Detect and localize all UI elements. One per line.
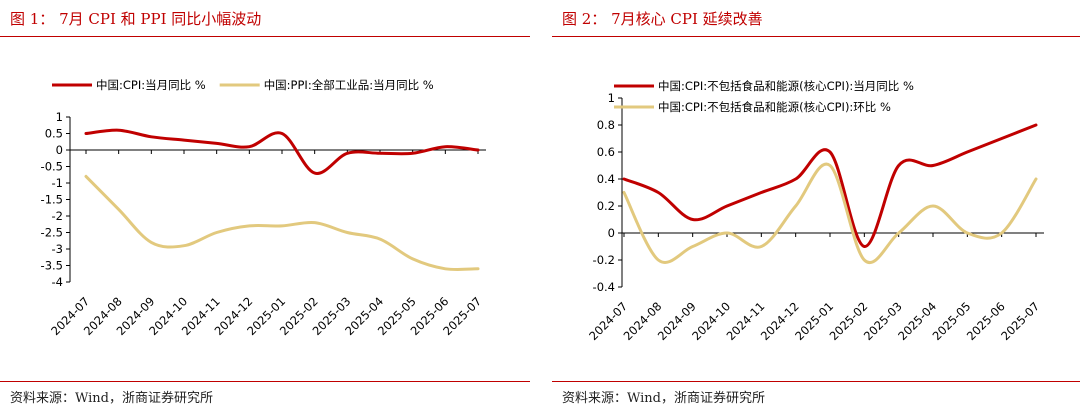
series-line-2 xyxy=(84,174,480,272)
legend-label-1: 中国:CPI:当月同比 % xyxy=(96,78,206,92)
figure-1-title: 图 1： 7月 CPI 和 PPI 同比小幅波动 xyxy=(10,10,262,28)
x-tick-label: 2025-07 xyxy=(998,299,1042,343)
y-tick-label: -4 xyxy=(52,275,63,289)
series-line-1 xyxy=(622,123,1038,248)
figure-2-chart: 10.80.60.40.20-0.2-0.42024-072024-082024… xyxy=(586,79,1044,343)
figure-2-top-rule xyxy=(552,36,1080,37)
figure-1-chart: 10.50-0.5-1-1.5-2-2.5-3-3.5-42024-072024… xyxy=(41,78,486,338)
y-tick-label: -2.5 xyxy=(41,226,63,240)
series-line-2 xyxy=(622,162,1038,264)
figure-1-top-rule xyxy=(0,36,530,37)
y-tick-label: 1 xyxy=(608,91,615,105)
y-tick-label: 0.5 xyxy=(45,127,63,141)
y-tick-label: 0.8 xyxy=(597,118,615,132)
figure-1-panel: 图 1： 7月 CPI 和 PPI 同比小幅波动 1 0.5 0 -0.5 -1 -1.5… xyxy=(0,0,530,417)
y-tick-label: -1.5 xyxy=(41,193,63,207)
y-tick-label: 0 xyxy=(608,226,615,240)
y-tick-label: -0.2 xyxy=(593,253,615,267)
y-tick-label: -2 xyxy=(52,209,63,223)
y-tick-label: 0.6 xyxy=(597,145,615,159)
figure-2-panel: 图 2： 7月核心 CPI 延续改善 1 0.8 0.6 0.4 0.2 0 -0.2 -0.… xyxy=(552,0,1080,417)
figure-2-title: 图 2： 7月核心 CPI 延续改善 xyxy=(562,10,763,28)
y-tick-label: 0.2 xyxy=(597,199,615,213)
y-tick-label: 0.4 xyxy=(597,172,615,186)
series-line-1 xyxy=(84,128,480,175)
legend-label-2: 中国:PPI:全部工业品:当月同比 % xyxy=(264,78,434,92)
y-tick-label: -0.5 xyxy=(41,160,63,174)
y-tick-label: 1 xyxy=(56,110,63,124)
figure-1-source: 资料来源：Wind，浙商证券研究所 xyxy=(10,391,213,406)
y-tick-label: -3 xyxy=(52,242,63,256)
y-tick-label: -0.4 xyxy=(593,280,615,294)
figure-2-bottom-rule xyxy=(552,381,1080,382)
figure-1-bottom-rule xyxy=(0,381,530,382)
legend-label-1: 中国:CPI:不包括食品和能源(核心CPI):当月同比 % xyxy=(658,79,914,93)
y-tick-label: -1 xyxy=(52,176,63,190)
legend-label-2: 中国:CPI:不包括食品和能源(核心CPI):环比 % xyxy=(658,100,891,114)
figure-2-source: 资料来源：Wind，浙商证券研究所 xyxy=(562,391,765,406)
y-tick-label: -3.5 xyxy=(41,259,63,273)
y-tick-label: 0 xyxy=(56,143,63,157)
